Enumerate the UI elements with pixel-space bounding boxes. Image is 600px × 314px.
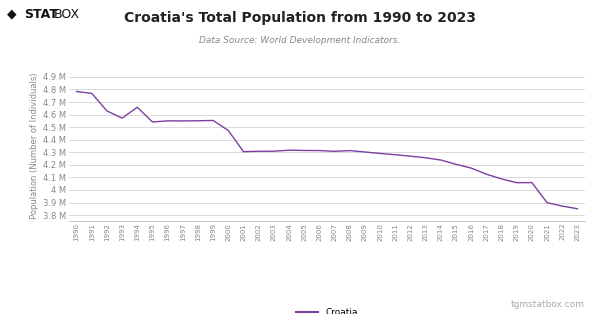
Text: Data Source: World Development Indicators.: Data Source: World Development Indicator… [199, 36, 401, 45]
Text: ◆: ◆ [7, 8, 17, 21]
Text: tgmstatbox.com: tgmstatbox.com [511, 300, 585, 309]
Legend: Croatia: Croatia [292, 304, 362, 314]
Y-axis label: Population (Number of Individuals): Population (Number of Individuals) [30, 73, 39, 219]
Text: BOX: BOX [53, 8, 80, 21]
Text: STAT: STAT [24, 8, 58, 21]
Text: Croatia's Total Population from 1990 to 2023: Croatia's Total Population from 1990 to … [124, 11, 476, 25]
